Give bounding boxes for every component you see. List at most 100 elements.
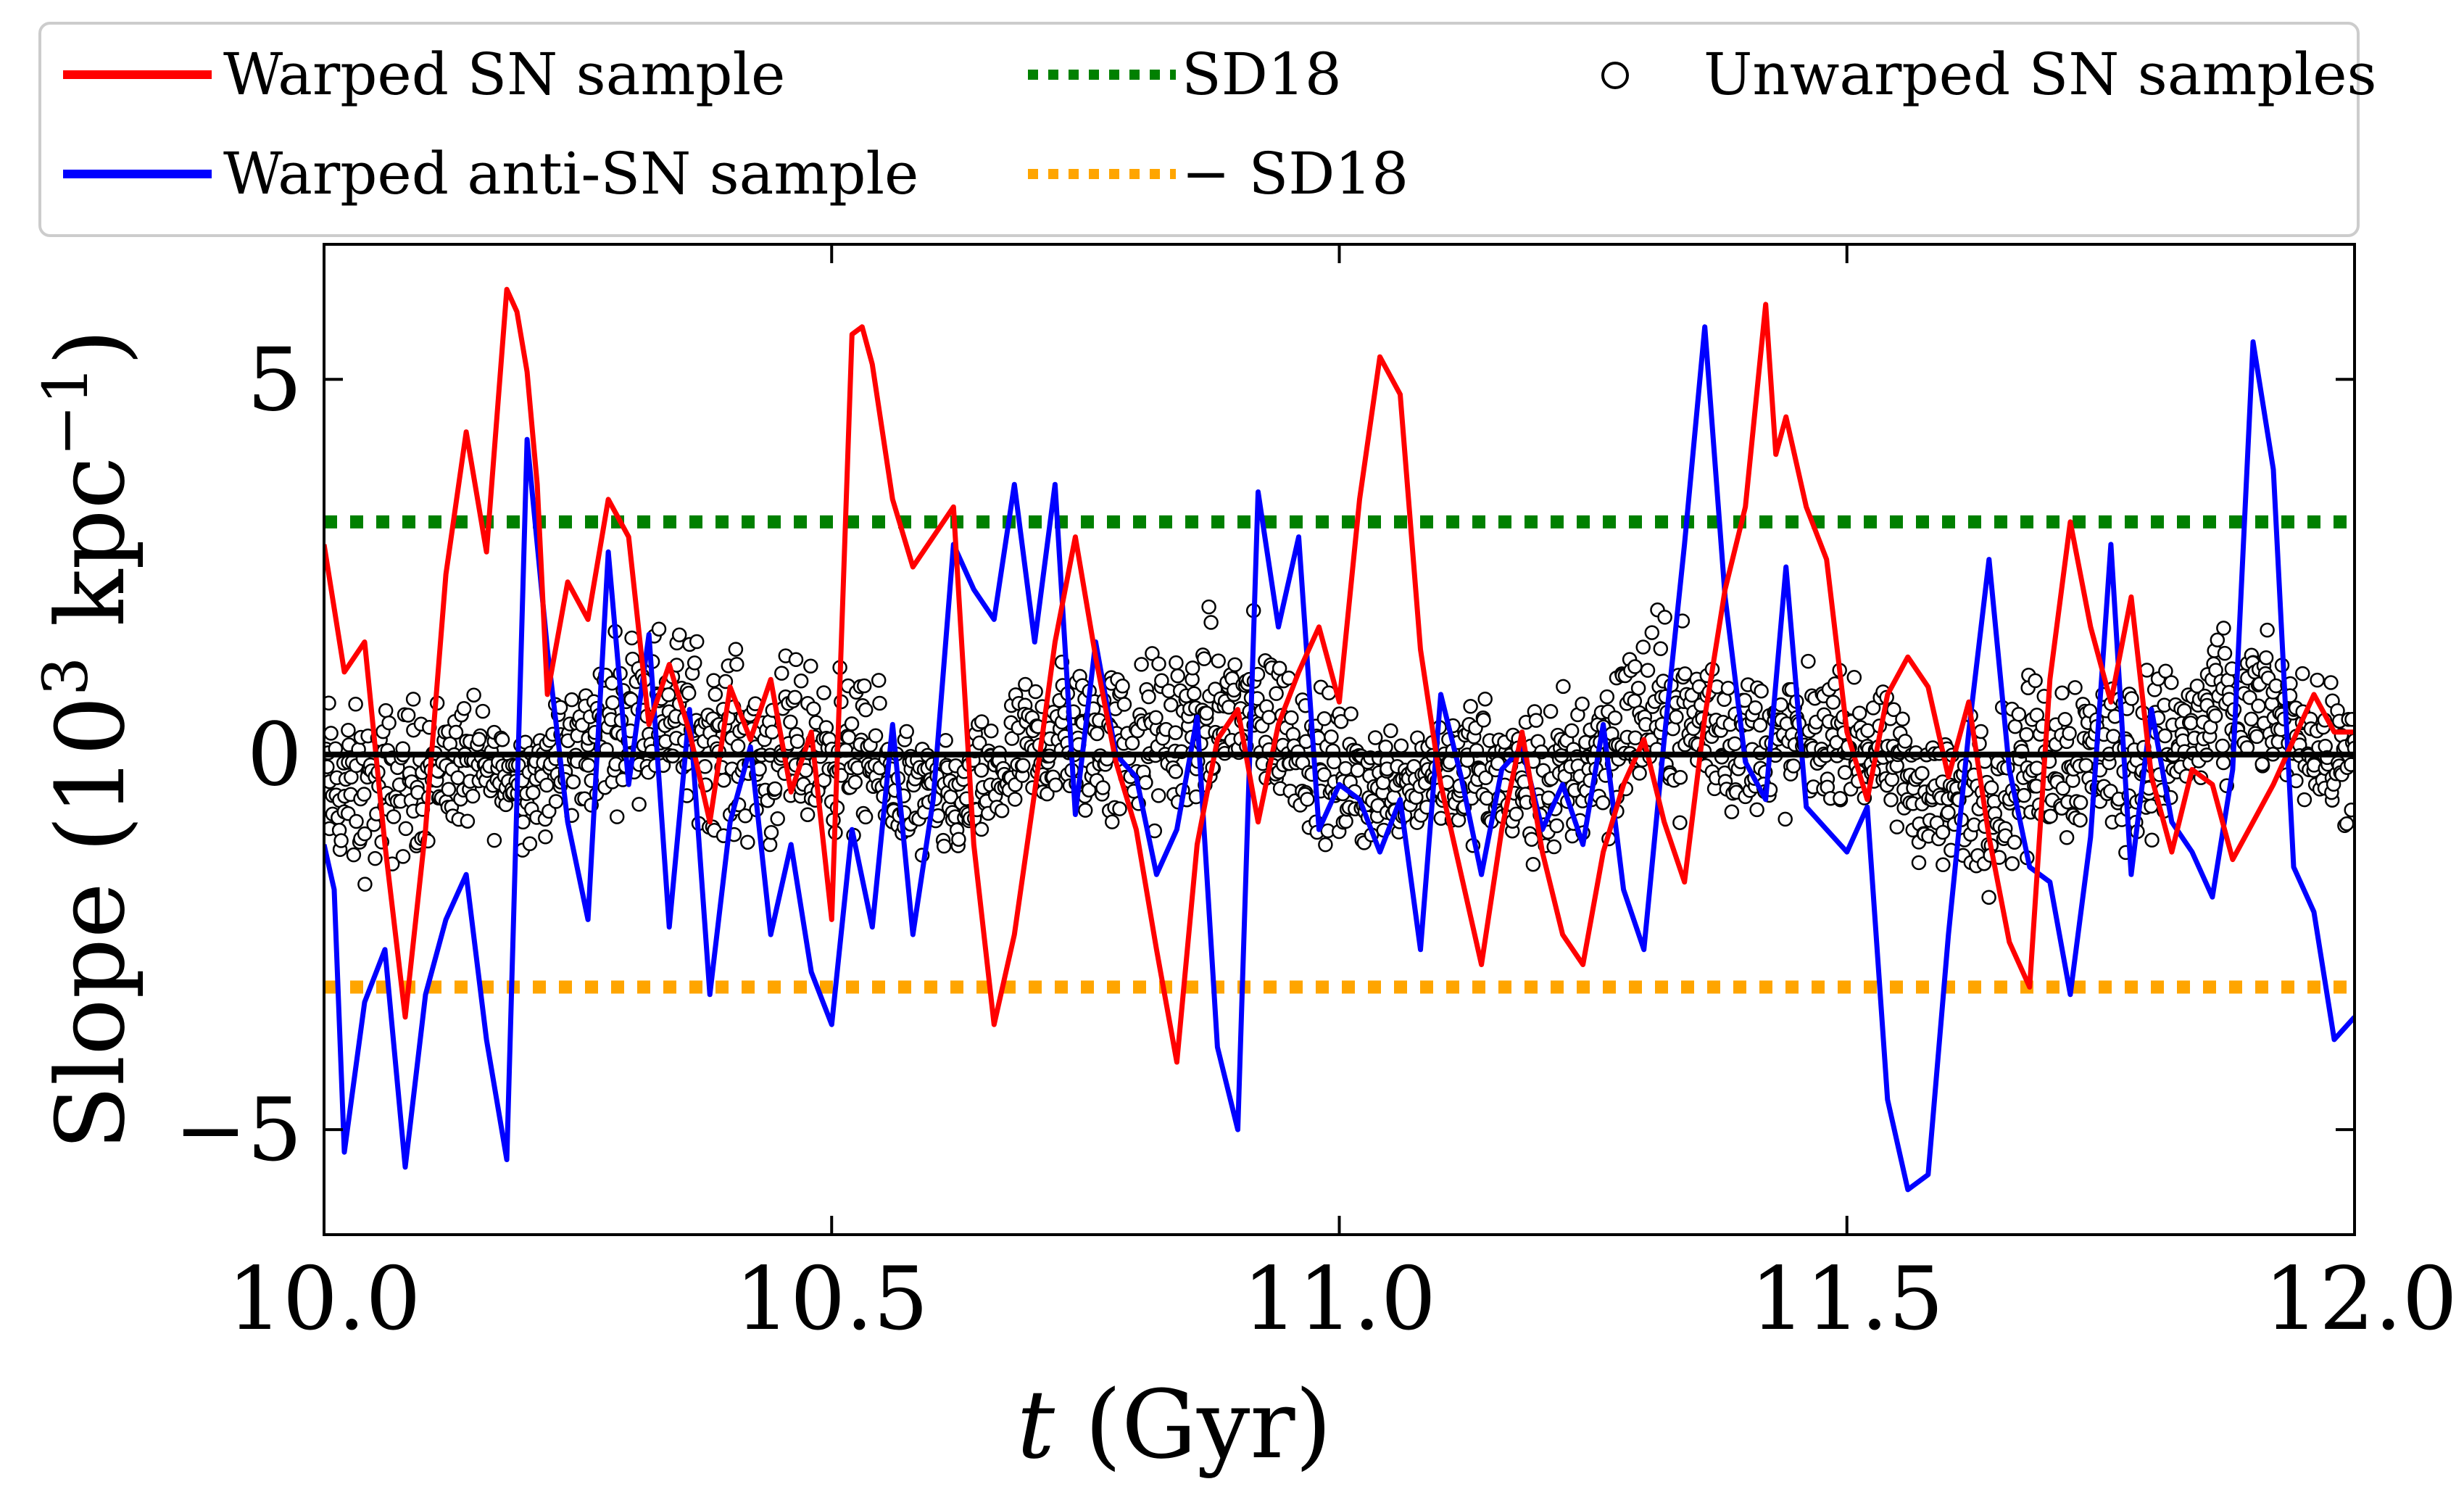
unwarped-sample-point [2251, 698, 2266, 714]
unwarped-sample-point [2207, 708, 2223, 724]
unwarped-sample-point [405, 692, 421, 707]
unwarped-sample-point [1549, 818, 1564, 834]
unwarped-sample-point [1851, 705, 1867, 721]
unwarped-sample-point [368, 850, 383, 866]
unwarped-sample-point [631, 797, 647, 812]
unwarped-sample-point [1785, 758, 1801, 774]
unwarped-sample-point [2339, 816, 2355, 832]
unwarped-sample-point [398, 821, 414, 837]
unwarped-sample-point [1116, 697, 1132, 712]
unwarped-sample-point [803, 658, 818, 674]
unwarped-sample-point [1478, 770, 1493, 786]
unwarped-sample-point [1090, 726, 1105, 742]
unwarped-sample-point [1564, 723, 1580, 739]
unwarped-sample-point [689, 634, 705, 650]
unwarped-sample-point [1284, 710, 1299, 726]
unwarped-sample-point [2210, 632, 2226, 648]
unwarped-sample-point [475, 703, 491, 719]
unwarped-sample-point [2217, 645, 2233, 661]
unwarped-sample-point [1524, 832, 1540, 847]
unwarped-sample-point [938, 732, 953, 748]
y-axis-title-text: Slope (103 kpc−1) [30, 329, 146, 1151]
unwarped-sample-point [1476, 713, 1491, 728]
x-tick-label: 12.0 [2264, 1249, 2457, 1350]
unwarped-sample-point [2215, 755, 2231, 771]
legend: Warped SN sample Warped anti-SN sample S… [38, 22, 2377, 237]
unwarped-sample-point [2242, 689, 2257, 705]
x-tick-label: 11.5 [1750, 1249, 1944, 1350]
unwarped-sample-point [1653, 641, 1669, 657]
unwarped-sample-point [2344, 712, 2355, 727]
unwarped-sample-point [2055, 781, 2071, 796]
unwarped-sample-point [542, 803, 557, 819]
ticks-layer: 10.0 10.5 11.0 11.5 12.0 −5 0 5 [174, 244, 2457, 1350]
unwarped-sample-point [2323, 675, 2339, 690]
unwarped-sample-point [548, 794, 564, 809]
unwarped-sample-point [324, 726, 339, 741]
unwarped-sample-point [2244, 711, 2259, 727]
unwarped-sample-point [1138, 775, 1153, 790]
unwarped-sample-point [1016, 758, 1031, 774]
unwarped-sample-point [2254, 756, 2270, 772]
unwarped-sample-point [1865, 700, 1881, 716]
plot-area [324, 286, 2355, 1193]
unwarped-sample-point [1104, 814, 1120, 829]
legend-frame [38, 22, 2360, 237]
unwarped-sample-point [2062, 726, 2077, 741]
unwarped-sample-point [686, 655, 702, 671]
unwarped-sample-point [605, 695, 621, 710]
legend-label-warped-anti-sn: Warped anti-SN sample [223, 140, 918, 207]
unwarped-sample-point [787, 689, 802, 705]
unwarped-sample-point [395, 849, 411, 864]
unwarped-sample-point [1669, 709, 1684, 725]
unwarped-sample-point [1599, 689, 1615, 705]
unwarped-sample-point [788, 652, 804, 668]
unwarped-sample-point [333, 833, 349, 848]
unwarped-sample-point [386, 809, 402, 824]
unwarped-sample-point [660, 687, 676, 703]
unwarped-sample-point [681, 685, 697, 701]
unwarped-sample-point [789, 734, 805, 749]
unwarped-sample-point [1595, 795, 1611, 811]
series-line-warped-sn-sample [324, 286, 2355, 1065]
unwarped-sample-point [951, 832, 966, 847]
unwarped-sample-point [994, 803, 1010, 819]
unwarped-sample-point [858, 809, 874, 825]
unwarped-sample-point [1528, 713, 1544, 728]
unwarped-sample-point [1048, 777, 1063, 793]
unwarped-sample-point [538, 829, 553, 845]
unwarped-sample-point [740, 834, 755, 850]
unwarped-sample-point [450, 770, 465, 786]
unwarped-sample-point [1883, 792, 1899, 808]
unwarped-sample-point [2258, 650, 2274, 666]
unwarped-sample-point [1749, 802, 1764, 818]
unwarped-sample-point [847, 774, 863, 790]
unwarped-sample-point [1509, 806, 1524, 822]
unwarped-sample-point [816, 685, 831, 700]
unwarped-sample-point [1148, 710, 1163, 726]
unwarped-sample-point [1635, 639, 1651, 655]
unwarped-sample-point [2054, 685, 2070, 701]
unwarped-sample-point [1935, 824, 1951, 840]
unwarped-sample-point [1261, 710, 1277, 725]
unwarped-sample-point [730, 738, 746, 754]
x-axis-title-text: t (Gyr) [1017, 1370, 1332, 1480]
unwarped-sample-point [1825, 695, 1841, 710]
unwarped-sample-point [1941, 805, 1956, 821]
unwarped-sample-point [767, 781, 783, 797]
unwarped-sample-point [974, 714, 990, 729]
unwarped-sample-point [486, 832, 502, 848]
unwarped-sample-point [1525, 856, 1541, 872]
unwarped-sample-point [2016, 787, 2032, 803]
y-tick-label: −5 [174, 1080, 302, 1181]
unwarped-sample-point [539, 777, 555, 793]
unwarped-sample-point [1196, 651, 1212, 666]
unwarped-sample-point [2158, 663, 2173, 679]
unwarped-sample-point [1727, 736, 1743, 752]
unwarped-sample-point [1338, 813, 1353, 829]
unwarped-sample-point [1640, 663, 1656, 678]
unwarped-sample-point [2059, 830, 2075, 845]
unwarped-sample-point [2215, 738, 2231, 754]
unwarped-sample-point [1300, 792, 1315, 807]
